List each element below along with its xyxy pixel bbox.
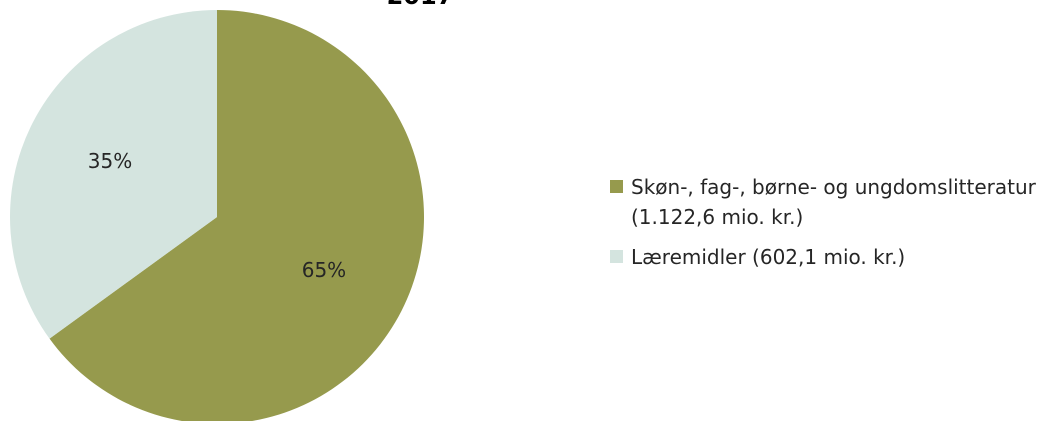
pie-slice-litteratur — [49, 10, 424, 421]
pie-slice-laeremidler — [10, 10, 217, 339]
pie-label-litteratur: 65% — [302, 258, 346, 282]
pie-slices — [10, 10, 424, 421]
legend-label-laeremidler: Læremidler (602,1 mio. kr.) — [631, 245, 906, 269]
pie-slice-labels: 65% 35% — [88, 149, 346, 282]
legend-swatch-litteratur — [610, 180, 623, 193]
pie-label-laeremidler: 35% — [88, 149, 132, 173]
legend: Skøn-, fag-, børne- og ungdomslitteratur… — [610, 172, 1040, 282]
legend-item-litteratur: Skøn-, fag-, børne- og ungdomslitteratur… — [610, 172, 1040, 232]
chart-title: 2017 — [320, 0, 520, 10]
legend-swatch-laeremidler — [610, 250, 623, 263]
legend-label-litteratur: Skøn-, fag-, børne- og ungdomslitteratur… — [631, 175, 1036, 229]
legend-item-laeremidler: Læremidler (602,1 mio. kr.) — [610, 242, 1040, 272]
